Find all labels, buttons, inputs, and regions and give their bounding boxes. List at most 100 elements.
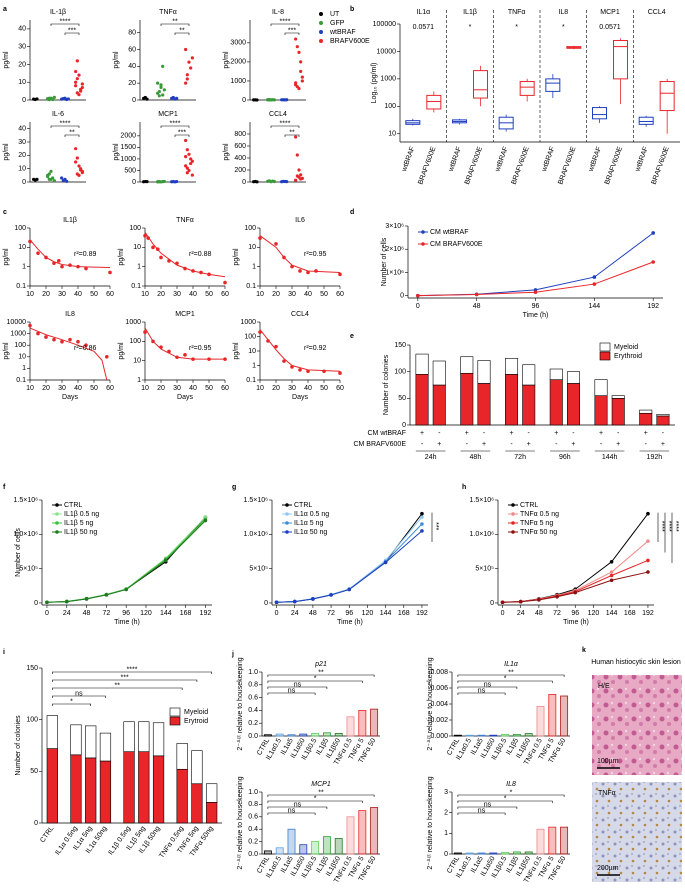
bar-segment — [176, 743, 188, 770]
bar — [489, 734, 498, 737]
y-axis-label: pg/ml — [3, 342, 10, 360]
y-tick-label: 10000 — [7, 319, 27, 326]
legend-label: Myeloid — [184, 709, 208, 716]
bracket — [52, 679, 198, 682]
x-tick-label: 40 — [304, 385, 312, 392]
bar — [524, 851, 533, 855]
y-tick-label: 1×10⁶ — [385, 269, 404, 276]
y-tick-label: 3000 — [230, 40, 246, 47]
legend-label: IL1α 5 ng — [294, 520, 323, 527]
point — [646, 539, 650, 543]
bar — [358, 710, 367, 737]
dot — [295, 45, 299, 49]
point — [151, 245, 155, 250]
dot — [297, 50, 301, 54]
y-axis-label: pg/ml — [233, 248, 240, 266]
legend-label: CTRL — [64, 502, 82, 509]
x-tick-label: 10 — [256, 291, 264, 298]
y-axis-label: pg/ml — [118, 248, 125, 266]
point — [518, 599, 523, 604]
bar-segment — [70, 724, 82, 756]
significance: ns — [288, 687, 296, 694]
significance: * — [510, 789, 513, 796]
x-tick-label: 72 — [327, 610, 335, 617]
legend-marker — [511, 530, 515, 534]
dot — [157, 94, 161, 98]
bar — [275, 733, 284, 737]
legend-label: CTRL — [294, 502, 312, 509]
dot — [80, 82, 84, 86]
bracket — [284, 134, 300, 137]
x-tick-label: wtBRAF — [447, 146, 463, 173]
dot — [285, 98, 289, 102]
point — [573, 590, 578, 595]
bracket — [457, 680, 553, 683]
dot — [187, 152, 191, 156]
fit-label: r²=0.95 — [304, 251, 326, 258]
y-axis-label: pg/ml — [3, 51, 10, 69]
dot — [294, 135, 298, 139]
y-tick-label: 0.000 — [430, 733, 448, 740]
point — [298, 269, 302, 273]
point — [105, 355, 109, 359]
legend-marker — [55, 512, 59, 516]
bracket — [52, 671, 212, 674]
y-tick-label: 1.0 — [248, 669, 258, 676]
chart-title: IL1β — [63, 217, 77, 224]
dot — [294, 178, 298, 182]
dot — [145, 180, 149, 184]
dot — [299, 173, 303, 177]
histology-image — [592, 675, 682, 775]
bar — [477, 734, 486, 737]
condition-sign: - — [572, 430, 575, 437]
x-tick-label: 50 — [205, 385, 213, 392]
y-tick-label: 1 — [22, 365, 26, 372]
bar — [489, 852, 498, 855]
dot — [157, 180, 161, 184]
chart-title: p21 — [314, 661, 327, 668]
x-tick-label: 72 — [102, 610, 110, 617]
dot — [74, 84, 78, 88]
chart-title: IL-1β — [50, 9, 66, 16]
condition-sign: - — [438, 430, 441, 437]
bar-segment — [85, 757, 97, 824]
y-tick-label: 1.5×10⁶ — [14, 497, 39, 504]
y-tick-label: 150 — [394, 342, 406, 349]
y-tick-label: 10 — [388, 131, 396, 138]
condition-sign: + — [509, 430, 513, 437]
y-axis-label: Number of colonies — [15, 715, 22, 776]
point — [383, 560, 388, 565]
bar-segment — [432, 360, 446, 386]
condition-sign: + — [482, 441, 486, 448]
bar-segment — [566, 371, 580, 384]
legend-marker — [319, 39, 323, 43]
y-tick-label: 20 — [18, 152, 26, 159]
legend-swatch — [599, 351, 611, 361]
y-axis-label: Number of cells — [15, 528, 22, 577]
point — [258, 236, 262, 240]
dot — [184, 138, 188, 143]
series-line — [29, 327, 108, 381]
x-tick-label: IL1α 0.5ng — [54, 825, 79, 856]
x-tick-label: 144 — [606, 610, 618, 617]
group-label: 144h — [602, 454, 618, 461]
x-tick-label: wtBRAF — [634, 146, 650, 173]
y-tick-label: 500 — [124, 167, 136, 174]
dot — [184, 47, 188, 52]
significance: ** — [289, 129, 295, 136]
point — [84, 343, 88, 348]
bar — [358, 810, 367, 855]
bar-segment — [191, 750, 203, 785]
condition-sign: - — [555, 441, 558, 448]
box — [519, 81, 535, 96]
y-tick-label: 1 — [137, 264, 141, 271]
x-tick-label: wtBRAF — [587, 146, 603, 173]
y-tick-label: 1.5×10⁶ — [244, 497, 269, 504]
series-line — [259, 329, 341, 372]
significance: **** — [127, 666, 138, 673]
chart-title: CCL4 — [269, 111, 287, 118]
chart-title: MCP1 — [175, 311, 195, 318]
point — [500, 600, 505, 605]
significance: ** — [508, 669, 514, 676]
